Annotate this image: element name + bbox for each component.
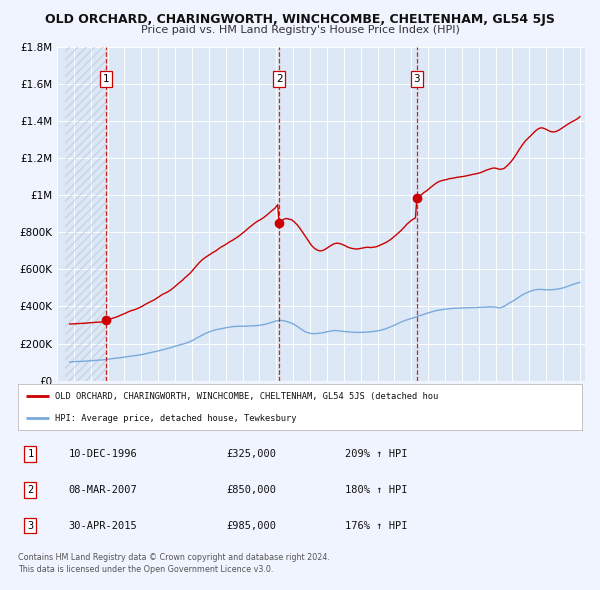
Text: 30-APR-2015: 30-APR-2015 [69,520,137,530]
Text: 176% ↑ HPI: 176% ↑ HPI [345,520,407,530]
Text: £325,000: £325,000 [227,449,277,459]
Text: £850,000: £850,000 [227,485,277,494]
Text: Contains HM Land Registry data © Crown copyright and database right 2024.: Contains HM Land Registry data © Crown c… [18,553,330,562]
Text: 2: 2 [27,485,34,494]
Text: OLD ORCHARD, CHARINGWORTH, WINCHCOMBE, CHELTENHAM, GL54 5JS: OLD ORCHARD, CHARINGWORTH, WINCHCOMBE, C… [45,13,555,26]
Text: 180% ↑ HPI: 180% ↑ HPI [345,485,407,494]
Bar [65,47,106,381]
Text: 10-DEC-1996: 10-DEC-1996 [69,449,137,459]
Text: Price paid vs. HM Land Registry's House Price Index (HPI): Price paid vs. HM Land Registry's House … [140,25,460,35]
Text: 1: 1 [103,74,110,84]
Text: This data is licensed under the Open Government Licence v3.0.: This data is licensed under the Open Gov… [18,565,274,573]
Text: HPI: Average price, detached house, Tewkesbury: HPI: Average price, detached house, Tewk… [55,414,296,422]
Text: 3: 3 [413,74,420,84]
Text: 1: 1 [27,449,34,459]
Text: £985,000: £985,000 [227,520,277,530]
Text: 3: 3 [27,520,34,530]
Text: 209% ↑ HPI: 209% ↑ HPI [345,449,407,459]
Text: 2: 2 [276,74,283,84]
Text: OLD ORCHARD, CHARINGWORTH, WINCHCOMBE, CHELTENHAM, GL54 5JS (detached hou: OLD ORCHARD, CHARINGWORTH, WINCHCOMBE, C… [55,392,438,401]
Text: 08-MAR-2007: 08-MAR-2007 [69,485,137,494]
